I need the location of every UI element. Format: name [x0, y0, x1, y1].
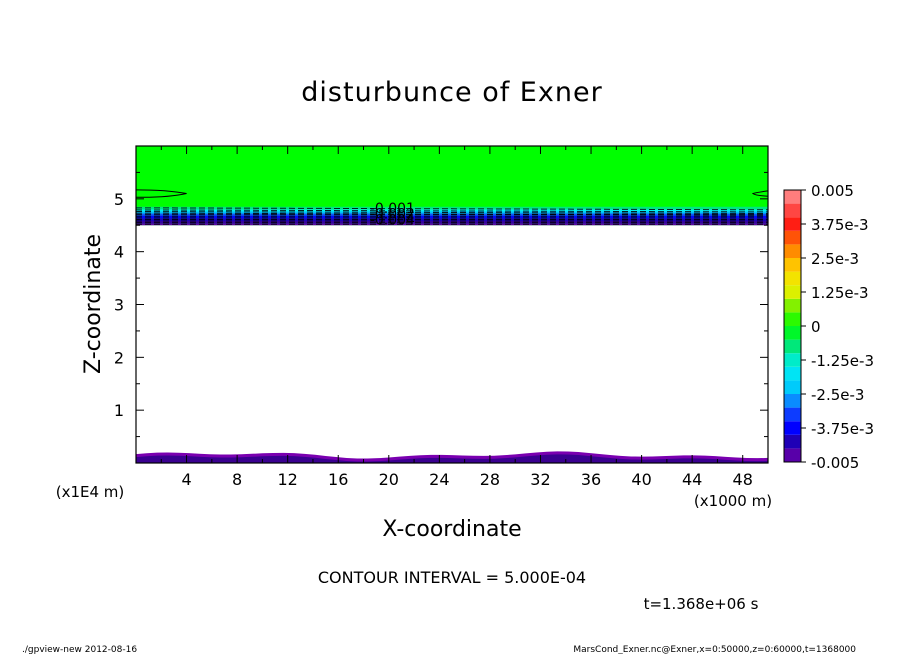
colorbar-segment — [784, 394, 801, 408]
x-tick-label: 8 — [232, 470, 242, 489]
contour-label: -0.004 — [370, 212, 415, 228]
colorbar-tick-label: 0.005 — [811, 182, 854, 200]
x-tick-label: 12 — [278, 470, 298, 489]
band-strip — [136, 215, 768, 219]
colorbar-tick-label: 2.5e-3 — [811, 250, 859, 268]
colorbar-segment — [784, 326, 801, 340]
colorbar-segment — [784, 339, 801, 354]
contour-line — [135, 209, 769, 213]
footer-right: MarsCond_Exner.nc@Exner,x=0:50000,z=0:60… — [573, 645, 856, 654]
colorbar-segment — [784, 366, 801, 381]
colorbar-segment — [784, 285, 801, 299]
contour-line — [135, 207, 769, 211]
colorbar-segment — [784, 448, 801, 462]
y-tick-label: 5 — [114, 190, 124, 209]
colorbar-segment — [784, 190, 801, 204]
colorbar-segment — [784, 230, 801, 245]
colorbar-segment — [784, 380, 801, 394]
contour-labels: -0.001-0.002-0.004 — [370, 201, 415, 229]
x-tick-label: 32 — [530, 470, 550, 489]
region-bottom-inner — [136, 454, 768, 463]
contour-line — [135, 211, 769, 215]
x-tick-label: 40 — [631, 470, 651, 489]
colorbar-tick-label: -0.005 — [811, 454, 859, 472]
x-tick-label: 4 — [181, 470, 191, 489]
y-axis-label: Z-coordinate — [81, 234, 106, 374]
colorbar-segment — [784, 258, 801, 272]
x-tick-label: 24 — [429, 470, 449, 489]
contour-interval-text: CONTOUR INTERVAL = 5.000E-04 — [318, 568, 586, 587]
colorbar-tick-label: 1.25e-3 — [811, 284, 869, 302]
colorbar-segment — [784, 298, 801, 313]
colorbar-segment — [784, 244, 801, 258]
band-strip — [136, 206, 768, 210]
colorbar-tick-label: -1.25e-3 — [811, 352, 874, 370]
x-tick-label: 48 — [733, 470, 753, 489]
colorbar-tick-label: -2.5e-3 — [811, 386, 864, 404]
contour-closed-left — [135, 189, 187, 198]
colorbar-segment — [784, 407, 801, 422]
y-tick-label: 2 — [114, 348, 124, 367]
colorbar-tick-label: 0 — [811, 318, 821, 336]
plot-area — [135, 146, 769, 463]
y-tick-label: 4 — [114, 243, 124, 262]
x-unit-label: (x1000 m) — [694, 492, 772, 510]
contour-label: -0.002 — [370, 207, 415, 223]
y-unit-label: (x1E4 m) — [56, 483, 125, 501]
x-axis-label: X-coordinate — [382, 517, 521, 542]
colorbar-tick-label: -3.75e-3 — [811, 420, 874, 438]
colorbar-tick-label: 3.75e-3 — [811, 216, 869, 234]
x-tick-label: 36 — [581, 470, 601, 489]
chart-title: disturbunce of Exner — [301, 77, 602, 108]
colorbar-segment — [784, 434, 801, 449]
time-text: t=1.368e+06 s — [644, 595, 759, 613]
colorbar-segment — [784, 217, 801, 231]
colorbar: 0.005 3.75e-3 2.5e-3 1.25e-3 0 -1.25e-3 -2.5e-… — [783, 182, 874, 472]
colorbar-segment — [784, 421, 801, 435]
x-tick-label: 28 — [480, 470, 500, 489]
x-tick-label: 44 — [682, 470, 702, 489]
contour-closed-right — [751, 190, 769, 197]
footer-left: ./gpview-new 2012-08-16 — [22, 645, 137, 654]
x-tick-label: 20 — [379, 470, 399, 489]
contour-label: -0.001 — [370, 201, 415, 217]
y-tick-label: 1 — [114, 401, 124, 420]
y-tick-label: 3 — [114, 296, 124, 315]
colorbar-segment — [784, 353, 801, 367]
colorbar-segment — [784, 312, 801, 326]
colorbar-segment — [784, 203, 801, 218]
colorbar-segment — [784, 271, 801, 286]
x-tick-label: 16 — [328, 470, 348, 489]
